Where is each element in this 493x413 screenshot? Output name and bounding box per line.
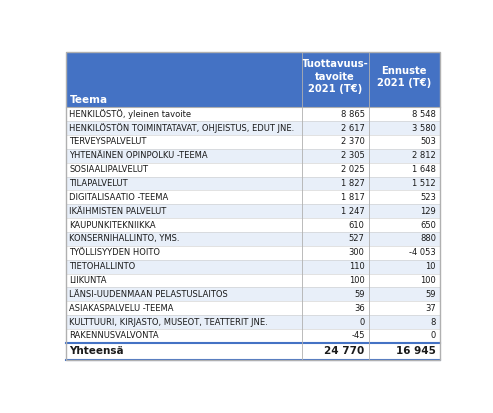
Text: ASIAKASPALVELU -TEEMA: ASIAKASPALVELU -TEEMA (70, 304, 174, 313)
Text: TERVEYSPALVELUT: TERVEYSPALVELUT (70, 138, 147, 147)
Text: 1 648: 1 648 (412, 165, 436, 174)
Text: YHTENÄINEN OPINPOLKU -TEEMA: YHTENÄINEN OPINPOLKU -TEEMA (70, 151, 208, 160)
Text: 880: 880 (420, 235, 436, 244)
Bar (66, 135, 440, 149)
Text: IKÄIHMISTEN PALVELUT: IKÄIHMISTEN PALVELUT (70, 207, 167, 216)
Text: 527: 527 (349, 235, 365, 244)
Text: Teema: Teema (70, 95, 107, 104)
Text: -4 053: -4 053 (409, 248, 436, 257)
Text: 129: 129 (420, 207, 436, 216)
Text: KULTTUURI, KIRJASTO, MUSEOT, TEATTERIT JNE.: KULTTUURI, KIRJASTO, MUSEOT, TEATTERIT J… (70, 318, 268, 327)
Bar (66, 246, 440, 260)
Text: 3 580: 3 580 (412, 123, 436, 133)
Bar (66, 177, 440, 190)
Text: Tuottavuus-
tavoite
2021 (T€): Tuottavuus- tavoite 2021 (T€) (302, 59, 369, 94)
Text: 2 025: 2 025 (341, 165, 365, 174)
Text: 100: 100 (420, 276, 436, 285)
Text: 16 945: 16 945 (396, 347, 436, 356)
Bar (66, 52, 440, 107)
Text: 8: 8 (430, 318, 436, 327)
Bar (66, 163, 440, 177)
Text: LÄNSI-UUDENMAAN PELASTUSLAITOS: LÄNSI-UUDENMAAN PELASTUSLAITOS (70, 290, 228, 299)
Bar (66, 190, 440, 204)
Text: 110: 110 (349, 262, 365, 271)
Text: 1 817: 1 817 (341, 193, 365, 202)
Bar (66, 343, 440, 360)
Text: 36: 36 (354, 304, 365, 313)
Text: 650: 650 (420, 221, 436, 230)
Bar (66, 287, 440, 301)
Text: 503: 503 (420, 138, 436, 147)
Text: 2 812: 2 812 (412, 151, 436, 160)
Text: 0: 0 (359, 318, 365, 327)
Text: LIIKUNTA: LIIKUNTA (70, 276, 107, 285)
Text: SOSIAALIPALVELUT: SOSIAALIPALVELUT (70, 165, 148, 174)
Text: TIETOHALLINTO: TIETOHALLINTO (70, 262, 136, 271)
Text: KAUPUNKITEKNIIKKA: KAUPUNKITEKNIIKKA (70, 221, 156, 230)
Text: 24 770: 24 770 (324, 347, 365, 356)
Text: -45: -45 (351, 332, 365, 340)
Text: 8 548: 8 548 (412, 110, 436, 119)
Text: KONSERNIHALLINTO, YMS.: KONSERNIHALLINTO, YMS. (70, 235, 180, 244)
Text: 2 370: 2 370 (341, 138, 365, 147)
Text: 100: 100 (349, 276, 365, 285)
Text: 37: 37 (425, 304, 436, 313)
Text: TILAPALVELUT: TILAPALVELUT (70, 179, 128, 188)
Text: 2 617: 2 617 (341, 123, 365, 133)
Bar (66, 274, 440, 287)
Bar (66, 218, 440, 232)
Text: 8 865: 8 865 (341, 110, 365, 119)
Bar (66, 232, 440, 246)
Bar (66, 315, 440, 329)
Text: 1 512: 1 512 (412, 179, 436, 188)
Bar (66, 329, 440, 343)
Text: 1 827: 1 827 (341, 179, 365, 188)
Text: 610: 610 (349, 221, 365, 230)
Text: Yhteensä: Yhteensä (70, 347, 124, 356)
Text: RAKENNUSVALVONTA: RAKENNUSVALVONTA (70, 332, 159, 340)
Bar (66, 260, 440, 274)
Text: 1 247: 1 247 (341, 207, 365, 216)
Text: 59: 59 (354, 290, 365, 299)
Text: DIGITALISAATIO -TEEMA: DIGITALISAATIO -TEEMA (70, 193, 169, 202)
Bar (66, 121, 440, 135)
Bar (66, 107, 440, 121)
Text: HENKILÖSTÖ, yleinen tavoite: HENKILÖSTÖ, yleinen tavoite (70, 109, 191, 119)
Text: 59: 59 (425, 290, 436, 299)
Text: 300: 300 (349, 248, 365, 257)
Text: HENKILÖSTÖN TOIMINTATAVAT, OHJEISTUS, EDUT JNE.: HENKILÖSTÖN TOIMINTATAVAT, OHJEISTUS, ED… (70, 123, 295, 133)
Bar (66, 204, 440, 218)
Bar (66, 149, 440, 163)
Text: Ennuste
2021 (T€): Ennuste 2021 (T€) (377, 66, 431, 88)
Text: 2 305: 2 305 (341, 151, 365, 160)
Text: TYÖLLISYYDEN HOITO: TYÖLLISYYDEN HOITO (70, 248, 160, 257)
Text: 0: 0 (431, 332, 436, 340)
Text: 10: 10 (425, 262, 436, 271)
Bar (66, 301, 440, 315)
Text: 523: 523 (420, 193, 436, 202)
